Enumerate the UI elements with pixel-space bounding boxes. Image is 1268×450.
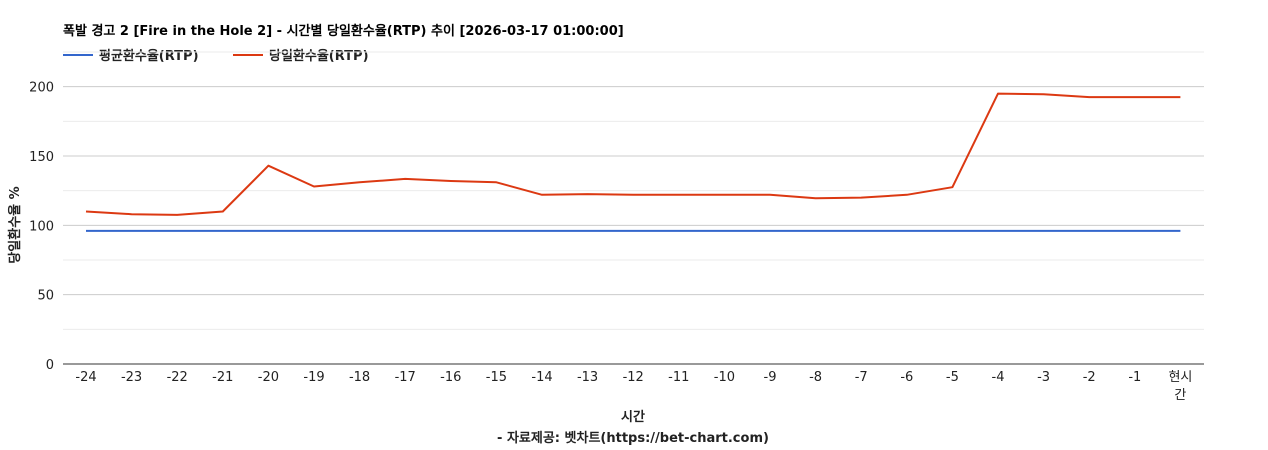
x-tick-label: -24 xyxy=(75,370,96,385)
chart-title: 폭발 경고 2 [Fire in the Hole 2] - 시간별 당일환수율… xyxy=(63,23,624,39)
x-tick-label: -7 xyxy=(855,370,868,385)
series-line-1 xyxy=(85,92,1181,216)
y-tick-label: 50 xyxy=(37,289,54,304)
x-tick-label: -5 xyxy=(946,370,959,385)
x-axis: -24 -23 -22 -21 -20 -19 -18 -17 -16 -15 -14 -13 -12 -… xyxy=(63,363,1204,403)
x-tick-label: -20 xyxy=(258,370,279,385)
y-tick-label: 100 xyxy=(29,219,54,234)
legend-label-avg-rtp: 평균환수율(RTP) xyxy=(99,48,199,64)
legend: 평균환수율(RTP) 당일환수율(RTP) xyxy=(63,48,369,64)
x-tick-label: -13 xyxy=(577,370,598,385)
grid xyxy=(63,51,1204,330)
y-axis-title: 당일환수율 % xyxy=(7,186,23,263)
legend-label-daily-rtp: 당일환수율(RTP) xyxy=(269,48,369,64)
x-tick-label: 현시 간 xyxy=(1168,370,1192,403)
x-tick-label: -9 xyxy=(764,370,777,385)
x-tick-label: -2 xyxy=(1083,370,1096,385)
y-axis: 0 50 100 150 200 xyxy=(29,81,54,373)
x-tick-label: -21 xyxy=(212,370,233,385)
x-tick-label: -6 xyxy=(900,370,913,385)
x-tick-label: -3 xyxy=(1037,370,1050,385)
x-tick-label: -1 xyxy=(1128,370,1141,385)
series-layer xyxy=(85,92,1181,232)
x-tick-label: -15 xyxy=(486,370,507,385)
x-tick-label: -14 xyxy=(531,370,552,385)
x-tick-label: -23 xyxy=(121,370,142,385)
y-tick-label: 150 xyxy=(29,150,54,165)
x-tick-label: -4 xyxy=(992,370,1005,385)
x-tick-label: -10 xyxy=(714,370,735,385)
x-tick-label: -11 xyxy=(668,370,689,385)
x-tick-label: -19 xyxy=(303,370,324,385)
x-axis-title: 시간 xyxy=(621,409,645,425)
source-footer: - 자료제공: 벳차트(https://bet-chart.com) xyxy=(497,430,769,446)
x-tick-label: -16 xyxy=(440,370,461,385)
y-tick-label: 200 xyxy=(29,81,54,96)
y-tick-label: 0 xyxy=(46,358,54,373)
x-tick-label: -18 xyxy=(349,370,370,385)
x-tick-label: -22 xyxy=(167,370,188,385)
x-tick-label: -12 xyxy=(623,370,644,385)
x-tick-label: -17 xyxy=(395,370,416,385)
x-tick-label: -8 xyxy=(809,370,822,385)
